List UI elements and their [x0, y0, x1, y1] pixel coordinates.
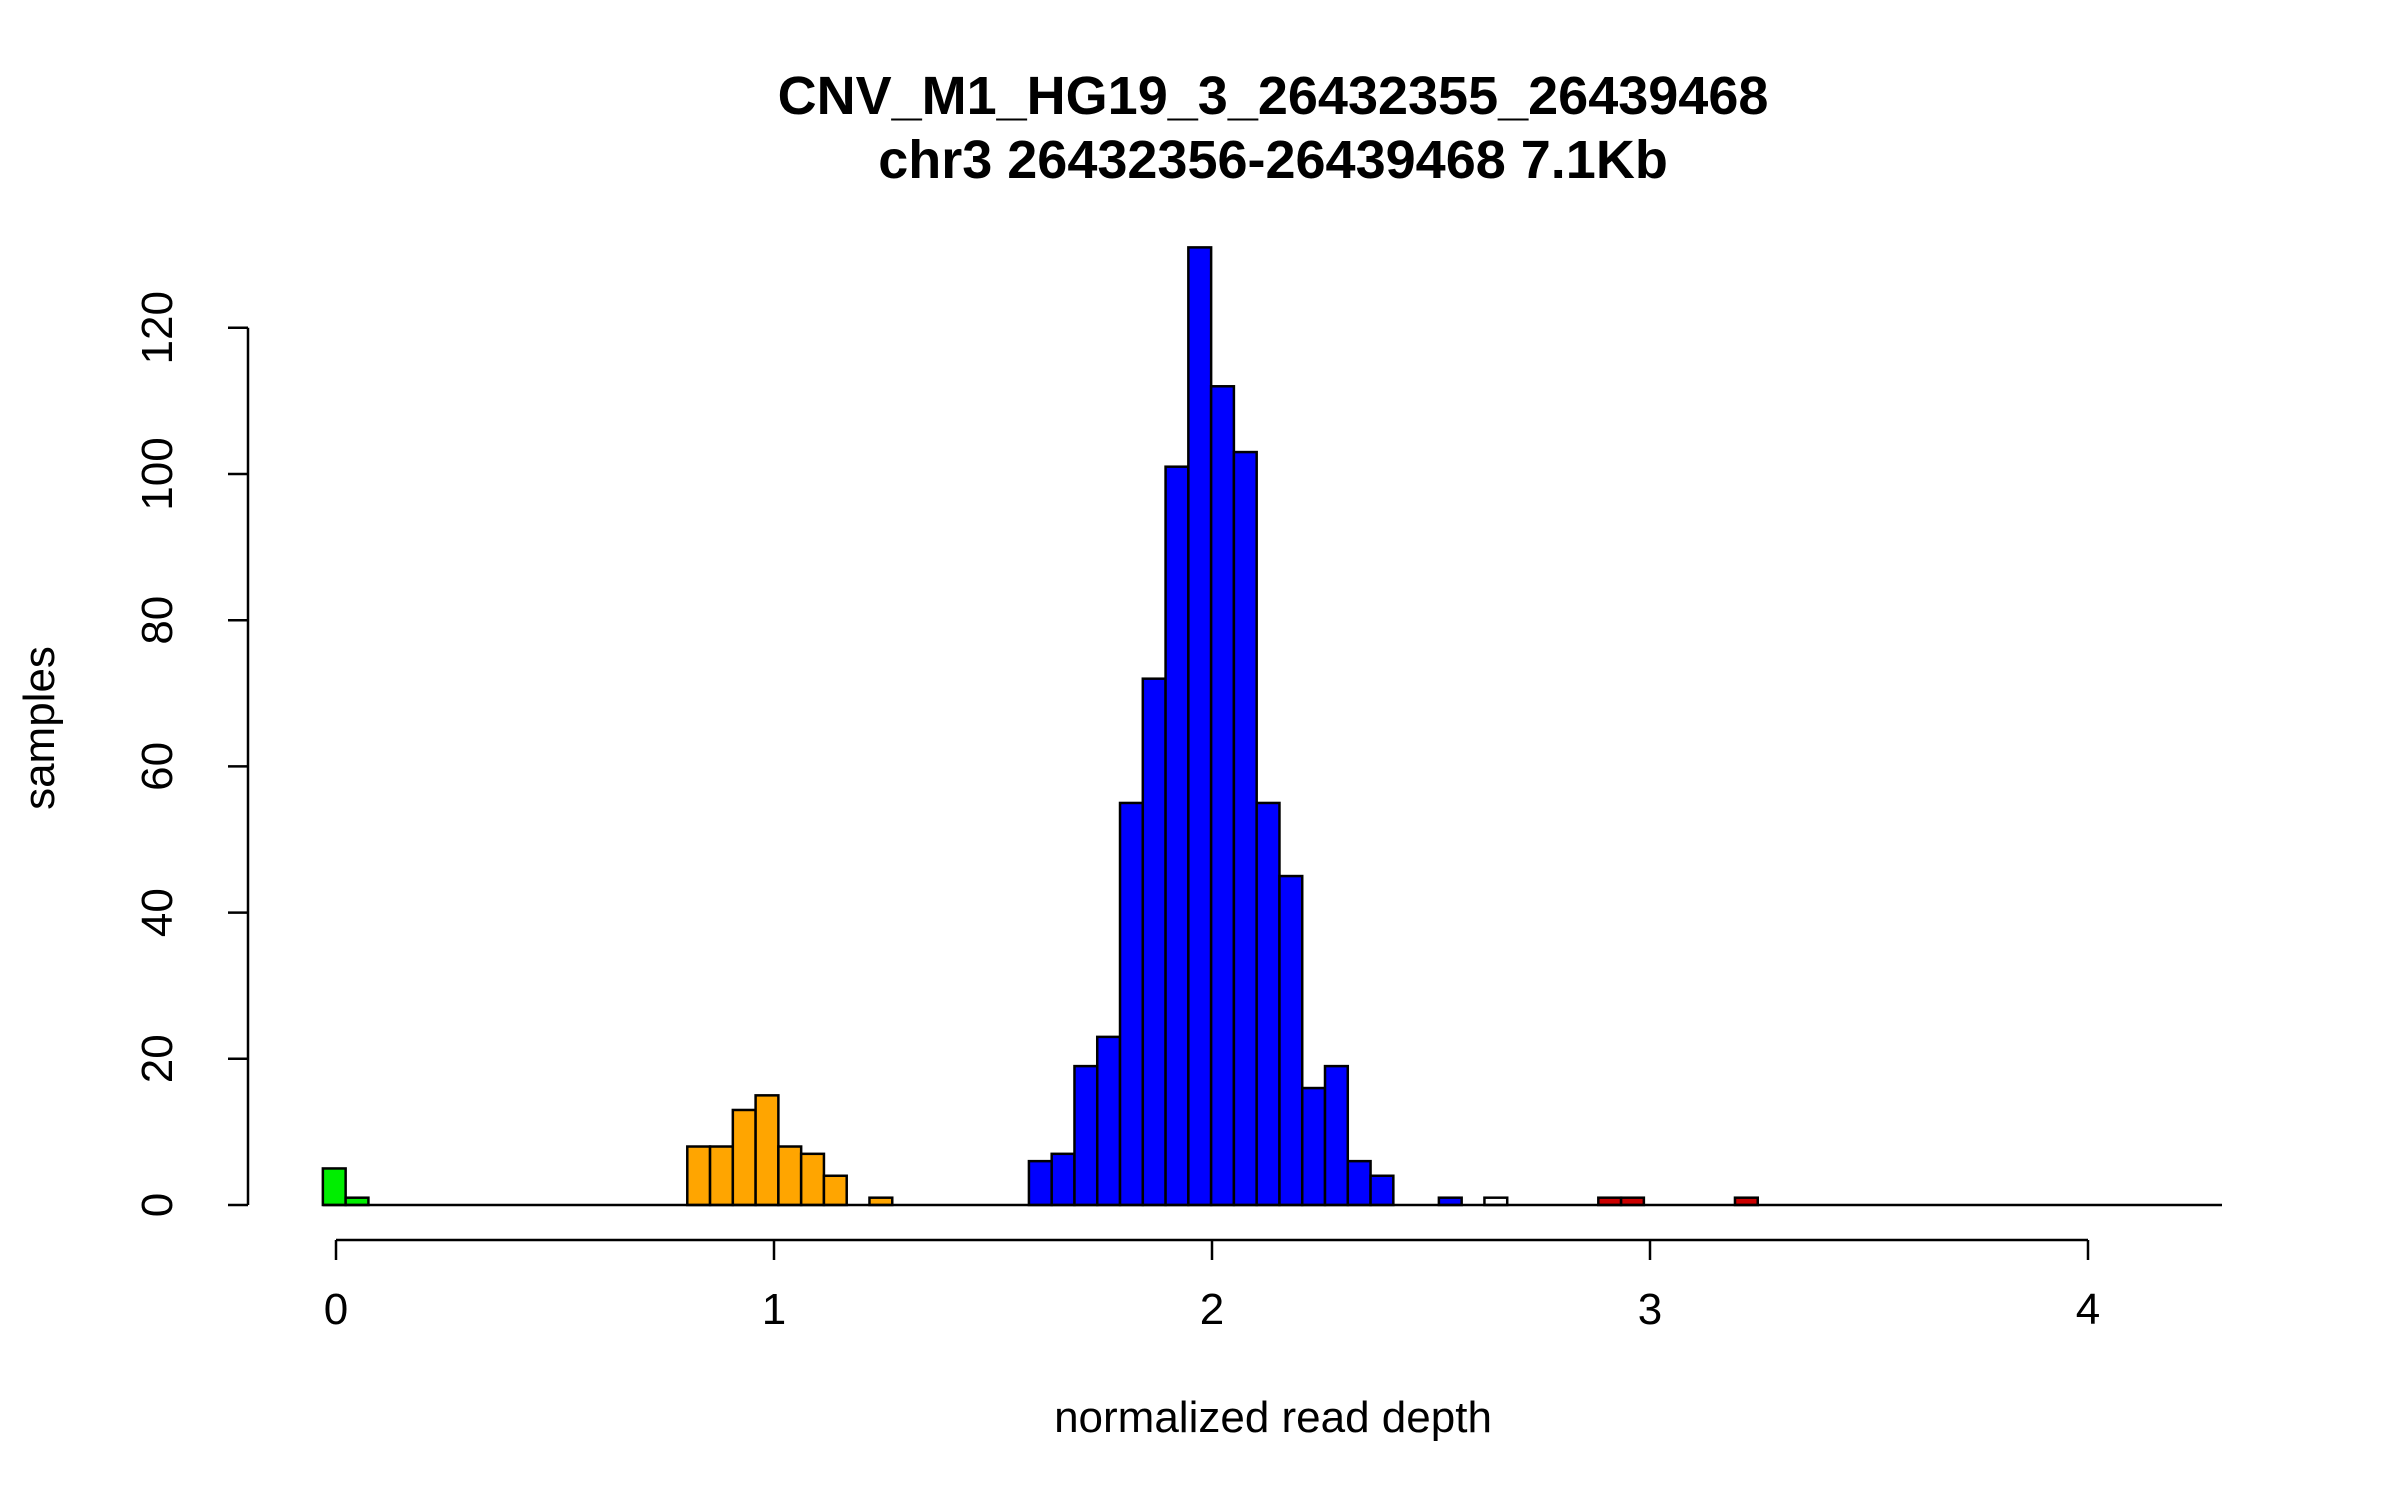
y-tick-label: 60: [133, 742, 182, 791]
x-tick-label: 1: [762, 1285, 786, 1334]
histogram-bar: [799, 1152, 826, 1207]
x-tick-label: 0: [324, 1285, 348, 1334]
y-tick-label: 80: [133, 596, 182, 645]
histogram-bar: [1278, 874, 1304, 1207]
x-tick-label: 3: [1638, 1285, 1662, 1334]
x-tick-label: 2: [1200, 1285, 1224, 1334]
histogram-bar: [1300, 1086, 1327, 1207]
bars-layer: [321, 246, 1759, 1207]
histogram-bar: [1323, 1064, 1350, 1207]
histogram-bar: [1050, 1152, 1076, 1207]
histogram-bar: [1073, 1064, 1099, 1207]
y-tick-label: 40: [133, 888, 182, 937]
y-tick-label: 0: [133, 1193, 182, 1217]
x-tick-label: 4: [2076, 1285, 2100, 1334]
y-tick-label: 20: [133, 1034, 182, 1083]
histogram-bar: [321, 1167, 347, 1207]
histogram-bar: [1164, 465, 1190, 1207]
histogram-bar: [1232, 450, 1258, 1207]
histogram-bar: [822, 1174, 848, 1207]
histogram-bar: [686, 1145, 712, 1207]
histogram-bar: [754, 1094, 780, 1207]
histogram-bar: [1187, 246, 1213, 1207]
y-tick-label: 120: [133, 291, 182, 364]
histogram-bar: [708, 1145, 735, 1207]
histogram-bar: [1095, 1035, 1122, 1207]
y-axis-label: samples: [15, 646, 64, 810]
histogram-bar: [731, 1108, 757, 1207]
histogram-bar: [1209, 385, 1236, 1207]
histogram-bar: [1118, 801, 1145, 1207]
chart-subtitle: chr3 26432356-26439468 7.1Kb: [878, 130, 1668, 190]
histogram-bar: [1027, 1159, 1053, 1207]
y-tick-label: 100: [133, 437, 182, 510]
x-axis-label: normalized read depth: [1054, 1393, 1492, 1442]
histogram-bar: [777, 1145, 803, 1207]
histogram-bar: [1141, 677, 1167, 1207]
histogram-bar: [1346, 1159, 1372, 1207]
histogram-bar: [1369, 1174, 1395, 1207]
histogram-bar: [1255, 801, 1281, 1207]
chart-title: CNV_M1_HG19_3_26432355_26439468: [778, 66, 1769, 126]
